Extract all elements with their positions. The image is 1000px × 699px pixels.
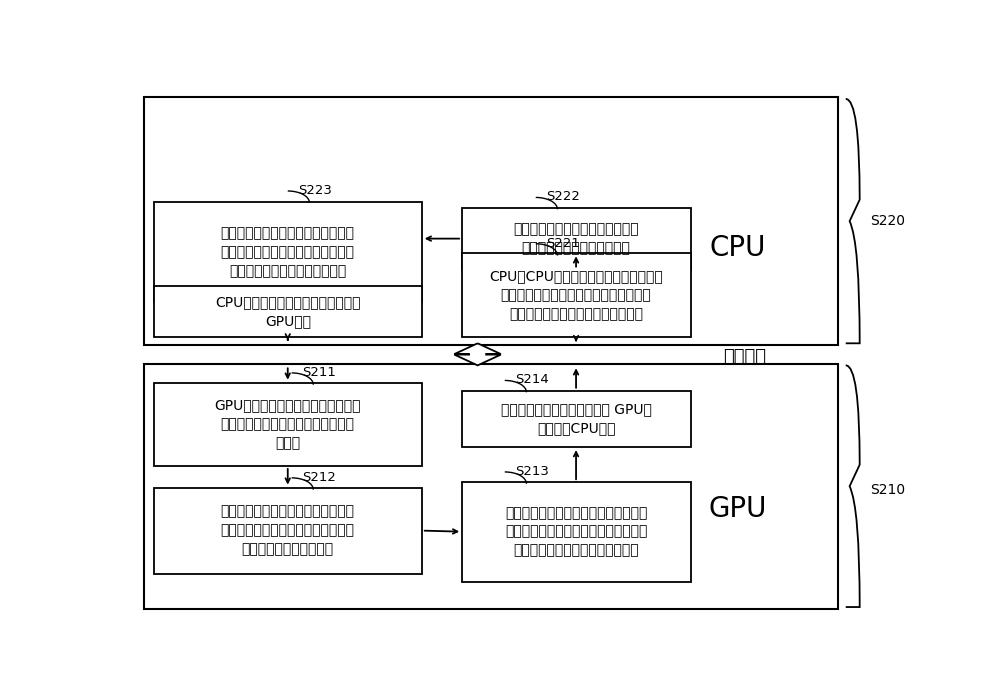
Text: S211: S211	[302, 366, 336, 379]
Bar	[462, 482, 691, 582]
Text: 对一路参考信号数据和多路回波信号
数据进行杂波抑制处理，得到杂波抑
制后的多路回波信号数据: 对一路参考信号数据和多路回波信号 数据进行杂波抑制处理，得到杂波抑 制后的多路回…	[221, 505, 355, 556]
Bar	[462, 391, 691, 447]
Text: 将多通道信号数据处理结果从 GPU显
存传输至CPU内存: 将多通道信号数据处理结果从 GPU显 存传输至CPU内存	[501, 402, 651, 435]
Text: CPU: CPU	[709, 234, 765, 262]
Text: 对目标双基时差估计结果和目标方位
估计结果进行目标定位处理，得到外
辐射源雷达信号的检测定位结果: 对目标双基时差估计结果和目标方位 估计结果进行目标定位处理，得到外 辐射源雷达信…	[221, 226, 355, 278]
Text: CPU对多通道信号数据从内存传输至
GPU显存: CPU对多通道信号数据从内存传输至 GPU显存	[215, 295, 360, 328]
Text: S221: S221	[546, 237, 580, 250]
Text: S212: S212	[302, 471, 336, 484]
Bar	[154, 286, 422, 337]
Bar	[144, 97, 838, 345]
Bar	[154, 488, 422, 574]
Text: GPU对多通道信号数据进行预处理，
得到一路参考信号数据和多路回波信
号数据: GPU对多通道信号数据进行预处理， 得到一路参考信号数据和多路回波信 号数据	[214, 398, 361, 450]
Text: S223: S223	[298, 184, 332, 197]
Text: S220: S220	[871, 214, 906, 228]
Bar	[462, 208, 691, 270]
Text: S214: S214	[515, 373, 549, 387]
Text: S210: S210	[871, 483, 906, 497]
Bar	[154, 202, 422, 302]
Text: S213: S213	[515, 465, 549, 478]
Text: S222: S222	[546, 190, 580, 203]
PathPatch shape	[454, 343, 501, 366]
Text: GPU: GPU	[708, 495, 766, 523]
Text: CPU对CPU内存中的多通道信号数据处理
结果进行多通道目标检测，得到多通道目
标检测结果和目标双基时差估计结果: CPU对CPU内存中的多通道信号数据处理 结果进行多通道目标检测，得到多通道目 …	[489, 269, 663, 322]
Text: 对多通道目标检测结果进行多通道
测向，得到目标方位估计结果: 对多通道目标检测结果进行多通道 测向，得到目标方位估计结果	[513, 222, 639, 255]
Bar	[144, 363, 838, 609]
Text: 内部总线: 内部总线	[724, 348, 767, 366]
Bar	[462, 254, 691, 337]
Bar	[154, 382, 422, 466]
Text: 对一路参考信号数据和杂波抑制后的多
路回波信号数据进行时频二维互相关处
理，得到多通道信号数据处理结果: 对一路参考信号数据和杂波抑制后的多 路回波信号数据进行时频二维互相关处 理，得到…	[505, 506, 647, 558]
